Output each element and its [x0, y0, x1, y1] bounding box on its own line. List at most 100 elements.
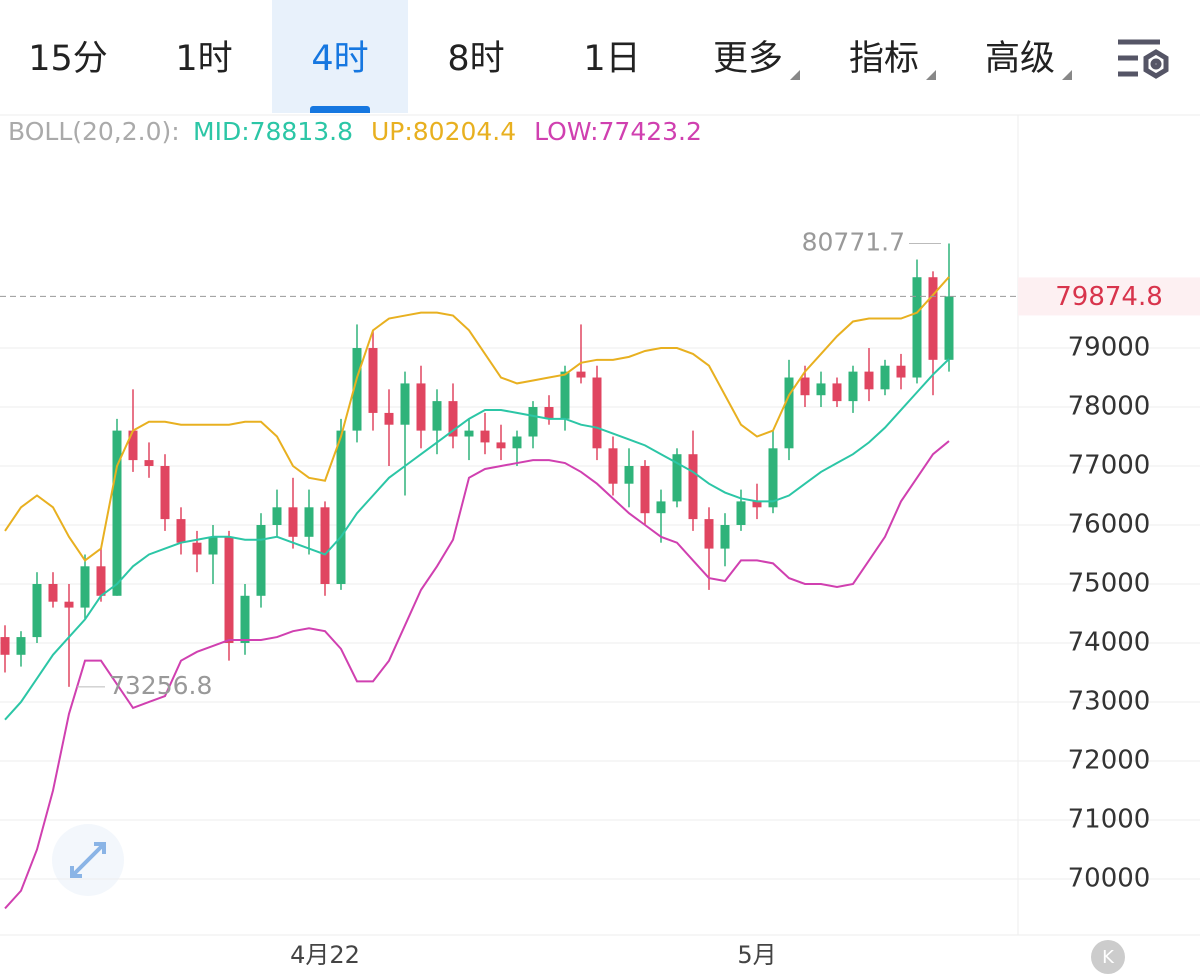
- tab[interactable]: 1时: [175, 39, 233, 79]
- candle-body: [800, 377, 810, 396]
- y-tick-label: 74000: [1068, 627, 1151, 657]
- legend-value: 78813.8: [250, 117, 353, 146]
- candle-body: [768, 448, 778, 508]
- tab-indicator: [310, 106, 370, 113]
- candle-body: [704, 519, 714, 549]
- legend-name: MID:: [193, 117, 250, 146]
- candle-body: [144, 460, 154, 467]
- y-tick-label: 78000: [1068, 392, 1151, 422]
- candle-body: [880, 365, 890, 390]
- candle-body: [752, 501, 762, 508]
- last-price-box: [1018, 277, 1200, 316]
- indicator-label: BOLL(20,2.0):: [8, 117, 180, 146]
- tab-bar: 15分 1时 4时 8时 1日 更多 指标 高级: [0, 0, 1200, 113]
- boll-line: [4, 440, 950, 910]
- candle-body: [576, 371, 586, 378]
- candle-body: [208, 536, 218, 555]
- y-tick-label: 77000: [1068, 451, 1151, 481]
- candle-body: [352, 348, 362, 431]
- candle-body: [848, 371, 858, 402]
- dropdown-caret: [1062, 70, 1072, 80]
- svg-text:K: K: [1102, 947, 1115, 968]
- candle-body: [320, 507, 330, 584]
- candle-body: [128, 430, 138, 461]
- tab[interactable]: 4时: [272, 0, 408, 113]
- candle-body: [240, 595, 250, 643]
- candle-body: [384, 412, 394, 425]
- x-tick-label: 5月: [737, 941, 776, 969]
- candle-body: [512, 436, 522, 449]
- dropdown-caret: [790, 70, 800, 80]
- candle-body: [256, 525, 266, 596]
- candle-body: [864, 371, 874, 390]
- legend-gap: [526, 117, 534, 146]
- candle-body: [48, 583, 58, 602]
- candle-body: [304, 507, 314, 537]
- y-tick-label: 79000: [1068, 333, 1151, 363]
- candle-body: [480, 430, 490, 443]
- candle-body: [0, 637, 10, 655]
- settings-icon[interactable]: [1118, 39, 1169, 79]
- y-tick-label: 71000: [1068, 804, 1151, 834]
- candle-body: [688, 454, 698, 520]
- candle-body: [32, 583, 42, 638]
- last-price-label: 79874.8: [1055, 282, 1163, 312]
- candle-body: [928, 277, 938, 360]
- candle-body: [672, 454, 682, 502]
- candle-body: [736, 501, 746, 525]
- expand-button[interactable]: [52, 824, 124, 896]
- candle-body: [528, 407, 538, 437]
- candle-body: [656, 501, 666, 514]
- legend-value: 80204.4: [413, 117, 516, 146]
- candle-body: [16, 637, 26, 655]
- y-tick-label: 72000: [1068, 745, 1151, 775]
- candle-body: [368, 348, 378, 413]
- candle-body: [720, 525, 730, 549]
- legend-gap: [363, 117, 371, 146]
- tab[interactable]: 15分: [28, 39, 108, 79]
- candle-body: [64, 601, 74, 608]
- low-label: 73256.8: [109, 671, 212, 700]
- candle-body: [944, 296, 954, 360]
- candle-body: [624, 466, 634, 484]
- candle-body: [160, 466, 170, 520]
- legend-name: UP:: [371, 117, 413, 146]
- candle-body: [432, 401, 442, 431]
- candle-body: [640, 466, 650, 514]
- boll-line: [4, 276, 950, 562]
- legend-name: LOW:: [534, 117, 598, 146]
- y-tick-label: 73000: [1068, 686, 1151, 716]
- tab[interactable]: 1日: [583, 39, 641, 79]
- tab[interactable]: 8时: [447, 39, 505, 79]
- candle-body: [896, 365, 906, 378]
- candle-body: [448, 401, 458, 437]
- candle-body: [544, 407, 554, 419]
- candle-body: [336, 430, 346, 584]
- candle-body: [832, 383, 842, 402]
- candle-body: [464, 430, 474, 437]
- candle-body: [560, 371, 570, 419]
- candle-body: [112, 430, 122, 596]
- x-tick-label: 4月22: [290, 941, 360, 969]
- tab[interactable]: 更多: [712, 39, 783, 79]
- candle-body: [912, 277, 922, 378]
- candle-body: [224, 536, 234, 643]
- y-tick-label: 75000: [1068, 568, 1151, 598]
- candle-body: [80, 566, 90, 608]
- collapse-button[interactable]: K: [1091, 940, 1125, 974]
- tab[interactable]: 高级: [984, 39, 1055, 79]
- candle-body: [96, 566, 106, 596]
- candle-body: [784, 377, 794, 449]
- candle-body: [416, 383, 426, 431]
- dropdown-caret: [926, 70, 936, 80]
- candle-body: [496, 442, 506, 449]
- y-tick-label: 76000: [1068, 510, 1151, 540]
- candle-body: [272, 507, 282, 525]
- boll-line: [4, 358, 950, 721]
- legend: MID:78813.8 UP:80204.4 LOW:77423.2: [193, 117, 702, 146]
- tab[interactable]: 指标: [848, 39, 919, 79]
- candle-body: [176, 519, 186, 543]
- candle-body: [288, 507, 298, 537]
